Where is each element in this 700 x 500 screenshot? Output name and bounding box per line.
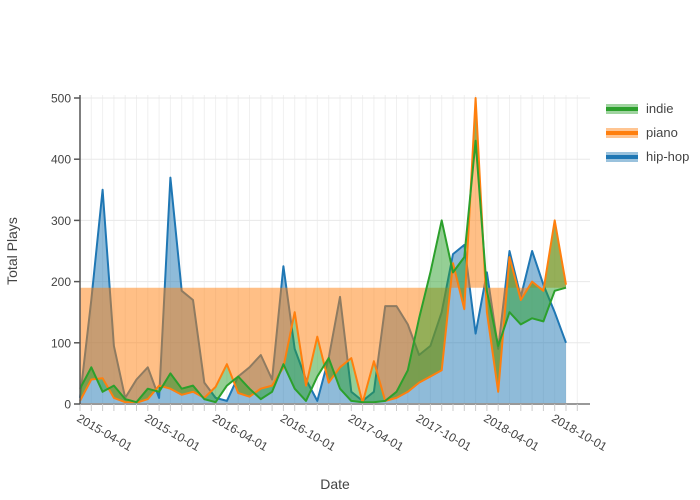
- legend: indie piano hip-hop: [606, 101, 689, 173]
- indie-swatch-icon: [606, 103, 638, 115]
- legend-item-hip-hop[interactable]: hip-hop: [606, 149, 689, 164]
- x-tick-marks: [79, 404, 578, 411]
- series-areas-and-lines: [79, 97, 567, 404]
- x-tick-label: 2016-10-01: [278, 411, 338, 454]
- legend-item-piano[interactable]: piano: [606, 125, 689, 140]
- legend-item-indie[interactable]: indie: [606, 101, 689, 116]
- y-tick-label: 400: [51, 153, 71, 167]
- y-tick-labels: 0 100 200 300 400 500: [51, 92, 71, 412]
- x-axis-title: Date: [320, 476, 350, 492]
- legend-label-hip-hop: hip-hop: [646, 149, 690, 164]
- x-tick-label: 2017-04-01: [346, 411, 406, 454]
- legend-label-piano: piano: [646, 125, 678, 140]
- y-tick-label: 200: [51, 275, 71, 289]
- indie-line: [79, 139, 567, 404]
- legend-label-indie: indie: [646, 101, 674, 116]
- x-tick-label: 2016-04-01: [210, 411, 270, 454]
- piano-swatch-icon: [606, 127, 638, 139]
- y-tick-label: 300: [51, 214, 71, 228]
- x-tick-label: 2018-04-01: [481, 411, 541, 454]
- x-tick-label: 2018-10-01: [549, 411, 609, 454]
- x-tick-label: 2015-04-01: [75, 411, 135, 454]
- y-tick-label: 100: [51, 336, 71, 350]
- x-tick-labels: 2015-04-01 2015-10-01 2016-04-01 2016-10-01…: [75, 411, 610, 454]
- x-tick-label: 2015-10-01: [142, 411, 202, 454]
- y-tick-label: 500: [51, 92, 71, 106]
- x-tick-label: 2017-10-01: [414, 411, 474, 454]
- y-tick-label: 0: [64, 398, 71, 412]
- hip-hop-swatch-icon: [606, 151, 638, 163]
- y-tick-marks: [74, 97, 80, 405]
- y-axis-title: Total Plays: [4, 217, 20, 285]
- indie-area: [80, 98, 566, 403]
